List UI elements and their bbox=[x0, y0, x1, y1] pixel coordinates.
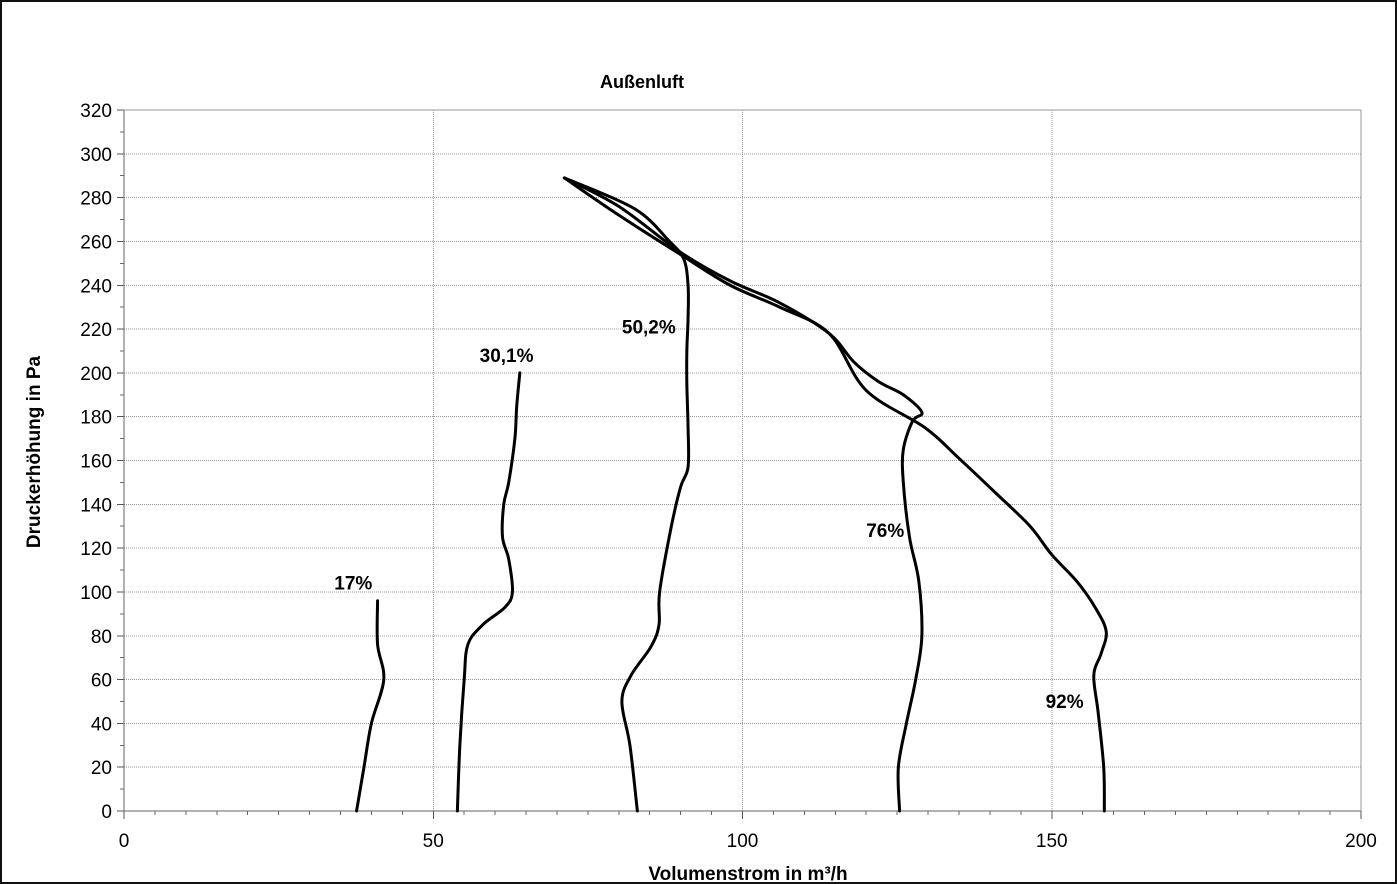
x-tick-label: 150 bbox=[1036, 831, 1068, 852]
y-tick-label: 60 bbox=[91, 671, 112, 692]
y-tick-label: 240 bbox=[80, 276, 112, 297]
y-tick-label: 140 bbox=[80, 495, 112, 516]
x-tick-label: 100 bbox=[727, 831, 759, 852]
series-label-4: 76% bbox=[866, 521, 904, 542]
series-line-1 bbox=[355, 599, 386, 813]
plot-layer: 0 20 40 60 80 100 120 140 160 180 200 220 240 260 280 3… bbox=[80, 101, 1377, 852]
x-tick-label: 0 bbox=[119, 831, 130, 852]
y-tick-label: 100 bbox=[80, 583, 112, 604]
y-tick-label: 20 bbox=[91, 758, 112, 779]
y-tick-label: 220 bbox=[80, 320, 112, 341]
y-tick-label: 120 bbox=[80, 539, 112, 560]
chart-title: Außenluft bbox=[600, 72, 684, 92]
y-tick-label: 160 bbox=[80, 452, 112, 473]
series-label-5: 92% bbox=[1046, 692, 1084, 713]
y-tick-label: 0 bbox=[101, 802, 112, 823]
y-tick-label: 180 bbox=[80, 408, 112, 429]
series-line-5 bbox=[562, 176, 1108, 813]
series-label-1: 17% bbox=[334, 574, 372, 595]
y-axis-label: Druckerhöhung in Pa bbox=[24, 356, 45, 549]
y-tick-label: 320 bbox=[80, 101, 112, 122]
x-tick-label: 50 bbox=[423, 831, 444, 852]
y-tick-label: 260 bbox=[80, 232, 112, 253]
x-tick-label: 200 bbox=[1345, 831, 1377, 852]
x-axis-label: Volumenstrom in m³/h bbox=[648, 864, 847, 884]
y-tick-label: 300 bbox=[80, 145, 112, 166]
series-label-2: 30,1% bbox=[480, 346, 534, 367]
series-line-3 bbox=[562, 176, 691, 813]
y-tick-label: 200 bbox=[80, 364, 112, 385]
series-line-2 bbox=[455, 371, 522, 813]
series-line-4 bbox=[562, 176, 924, 813]
y-tick-label: 40 bbox=[91, 714, 112, 735]
y-tick-label: 80 bbox=[91, 627, 112, 648]
y-tick-label: 280 bbox=[80, 189, 112, 210]
series-label-3: 50,2% bbox=[622, 317, 676, 338]
